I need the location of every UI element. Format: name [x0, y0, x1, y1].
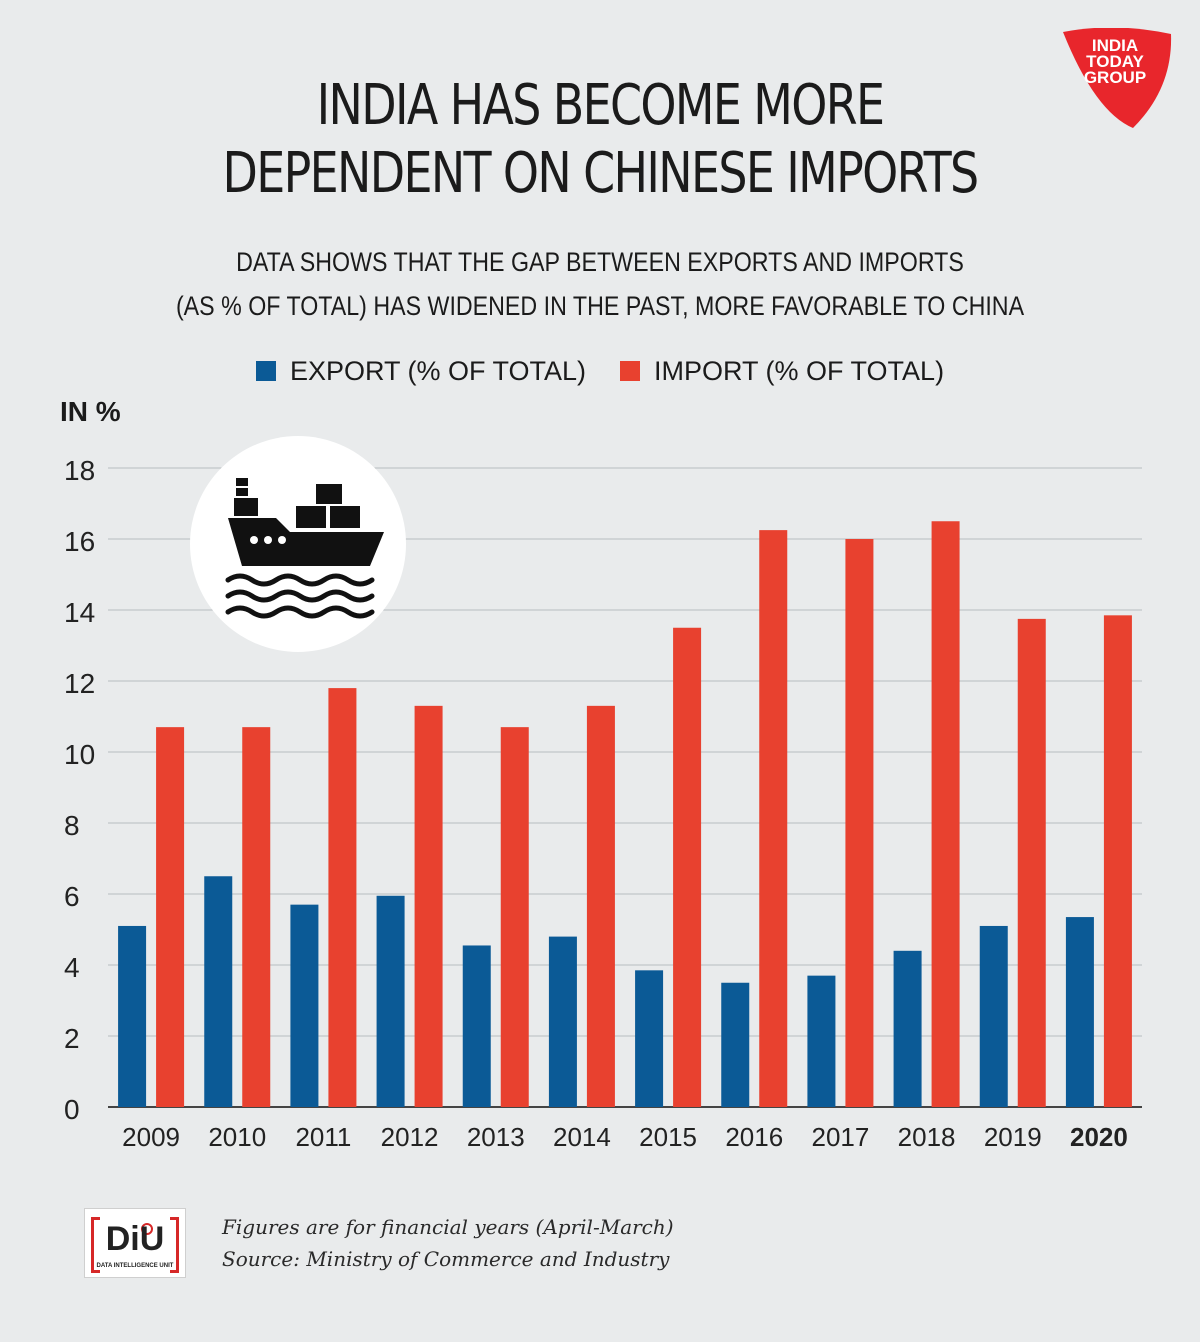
logo-line-3: GROUP	[1083, 68, 1147, 87]
export-bar-2014	[548, 936, 577, 1107]
title-line-2: DEPENDENT ON CHINESE IMPORTS	[222, 141, 980, 206]
export-bar-2015	[635, 970, 664, 1107]
diu-logo-subtext: DATA INTELLIGENCE UNIT	[96, 1263, 174, 1269]
title-line-1: INDIA HAS BECOME MORE	[316, 73, 885, 138]
export-bar-2009	[118, 925, 147, 1107]
import-bar-2011	[328, 688, 357, 1107]
x-tick-label: 2018	[898, 1122, 956, 1152]
y-tick-label: 18	[64, 455, 95, 486]
page-title: INDIA HAS BECOME MORE DEPENDENT ON CHINE…	[108, 72, 1092, 208]
y-tick-label: 16	[64, 526, 95, 557]
y-tick-label: 12	[64, 668, 95, 699]
legend-label-export: EXPORT (% OF TOTAL)	[289, 356, 587, 386]
cargo-ship-icon	[225, 478, 384, 619]
diu-logo-text: DiU	[105, 1220, 165, 1258]
export-bar-2012	[376, 895, 405, 1107]
legend-swatch-export	[255, 361, 276, 381]
subtitle-line-1: DATA SHOWS THAT THE GAP BETWEEN EXPORTS …	[236, 247, 964, 277]
diu-bracket-left	[91, 1217, 100, 1273]
x-tick-label: 2016	[725, 1122, 783, 1152]
x-tick-label: 2014	[553, 1122, 611, 1152]
export-bar-2020	[1065, 917, 1094, 1107]
import-bar-2019	[1017, 618, 1046, 1107]
import-bar-2018	[931, 521, 960, 1107]
export-bar-2017	[807, 975, 836, 1107]
y-tick-label: 2	[64, 1023, 80, 1054]
x-tick-label: 2020	[1070, 1122, 1128, 1152]
y-tick-label: 14	[64, 597, 95, 628]
export-bar-2018	[893, 950, 922, 1107]
import-bar-2015	[673, 627, 702, 1107]
import-bar-2020	[1103, 615, 1132, 1107]
legend-item-import: IMPORT (% OF TOTAL)	[620, 351, 944, 391]
import-bar-2013	[500, 727, 529, 1107]
export-bar-2013	[462, 945, 491, 1107]
legend-swatch-import	[620, 361, 641, 381]
import-bar-2016	[759, 530, 788, 1107]
export-bar-2016	[721, 982, 750, 1107]
import-bar-2012	[414, 705, 443, 1107]
diu-dot-icon	[141, 1223, 153, 1235]
logo-text: INDIA TODAY GROUP	[1060, 36, 1170, 87]
x-tick-label: 2010	[208, 1122, 266, 1152]
x-tick-label: 2019	[984, 1122, 1042, 1152]
footnote-line-1: Figures are for financial years (April-M…	[222, 1215, 674, 1239]
chart-legend: EXPORT (% OF TOTAL) IMPORT (% OF TOTAL)	[0, 351, 1200, 391]
y-tick-label: 4	[64, 952, 80, 983]
diu-logo: DiU DATA INTELLIGENCE UNIT	[84, 1208, 186, 1278]
y-tick-label: 8	[64, 810, 80, 841]
x-tick-label: 2017	[811, 1122, 869, 1152]
export-bar-2010	[204, 876, 233, 1107]
diu-bracket-right	[170, 1217, 179, 1273]
logo-line-2: TODAY	[1086, 52, 1144, 71]
export-bar-2011	[290, 904, 319, 1107]
logo-line-1: INDIA	[1091, 36, 1139, 55]
y-tick-label: 6	[64, 881, 80, 912]
y-tick-label: 0	[64, 1094, 80, 1125]
import-bar-2014	[586, 705, 615, 1107]
x-tick-label: 2011	[295, 1122, 351, 1152]
footnote: Figures are for financial years (April-M…	[222, 1211, 674, 1275]
import-bar-2010	[242, 727, 271, 1107]
footnote-line-2: Source: Ministry of Commerce and Industr…	[222, 1247, 670, 1271]
chart-subtitle: DATA SHOWS THAT THE GAP BETWEEN EXPORTS …	[84, 240, 1116, 328]
ship-icon-circle	[190, 436, 406, 652]
x-tick-label: 2009	[122, 1122, 180, 1152]
import-bar-2017	[845, 539, 874, 1107]
legend-item-export: EXPORT (% OF TOTAL)	[255, 351, 587, 391]
x-tick-label: 2015	[639, 1122, 697, 1152]
import-bar-2009	[156, 727, 185, 1107]
export-bar-2019	[979, 925, 1008, 1107]
y-axis-label: IN %	[60, 396, 121, 427]
y-tick-label: 10	[64, 739, 95, 770]
india-today-group-logo	[1063, 28, 1172, 128]
subtitle-line-2: (AS % OF TOTAL) HAS WIDENED IN THE PAST,…	[175, 291, 1025, 321]
x-tick-label: 2013	[467, 1122, 525, 1152]
legend-label-import: IMPORT (% OF TOTAL)	[654, 356, 945, 386]
x-tick-label: 2012	[381, 1122, 439, 1152]
